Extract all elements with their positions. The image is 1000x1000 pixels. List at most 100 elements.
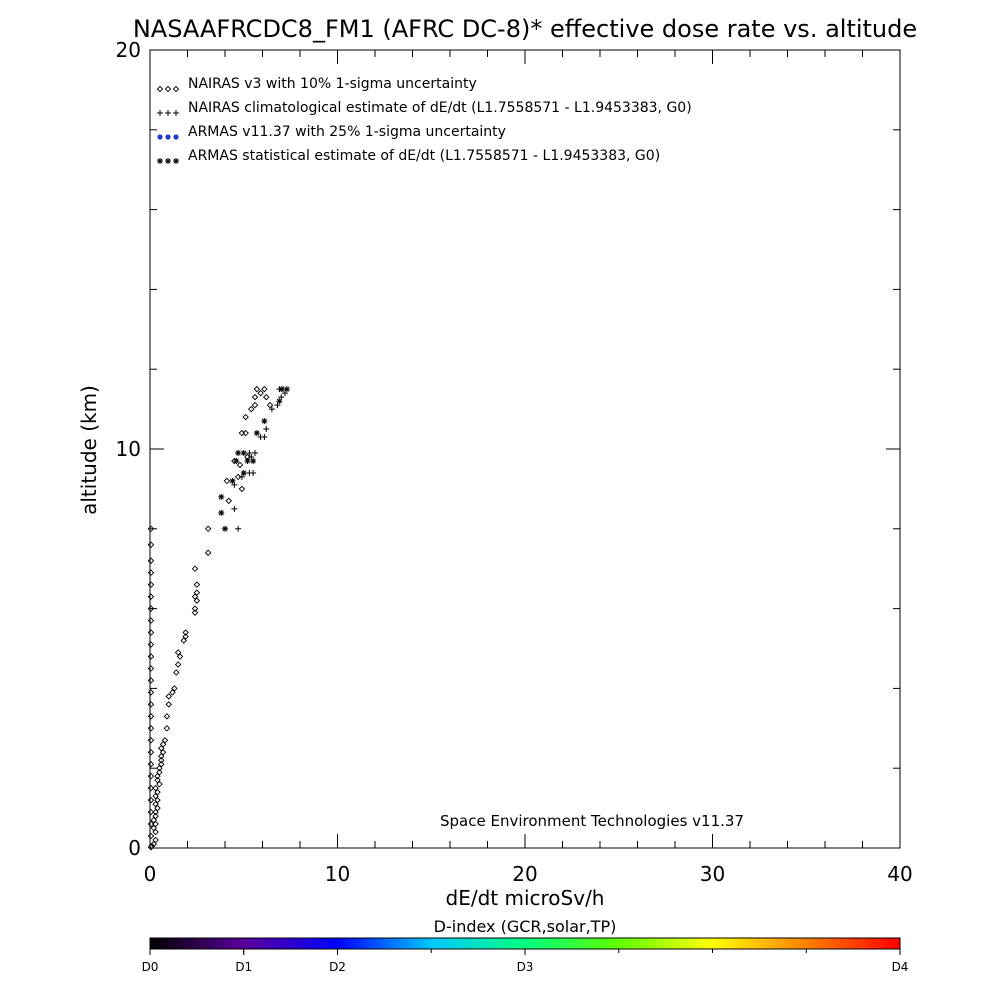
data-point — [147, 713, 155, 720]
data-point — [154, 776, 161, 784]
data-point — [236, 461, 244, 469]
data-point — [152, 792, 159, 800]
data-point — [204, 549, 212, 556]
axis-ticks — [149, 49, 901, 849]
axis-tick-labels: 0 10 20 30 40 0 10 20 — [116, 38, 913, 886]
data-point — [223, 477, 231, 485]
data-point — [261, 418, 268, 425]
data-point — [158, 752, 165, 760]
data-point — [147, 665, 155, 672]
legend-marker — [156, 85, 164, 93]
data-point — [234, 473, 242, 481]
data-point — [156, 764, 163, 772]
data-point — [147, 701, 155, 708]
data-point — [152, 812, 159, 820]
data-point — [161, 737, 169, 744]
data-point — [204, 525, 212, 533]
data-point — [152, 784, 159, 792]
x-tick-label: 10 — [325, 862, 350, 886]
data-point — [147, 796, 155, 804]
data-point — [218, 493, 225, 500]
data-point — [147, 749, 155, 756]
legend-label: NAIRAS v3 with 10% 1-sigma uncertainty — [188, 76, 477, 92]
data-point — [283, 386, 290, 393]
data-point — [147, 772, 155, 780]
data-point — [152, 836, 159, 844]
data-point — [158, 760, 165, 768]
data-point — [248, 405, 255, 413]
data-point — [154, 788, 161, 796]
data-point — [238, 485, 246, 493]
data-point — [154, 804, 161, 812]
data-point — [147, 808, 155, 816]
data-point — [251, 401, 259, 409]
data-point — [147, 581, 155, 588]
data-point — [233, 457, 240, 464]
data-point — [147, 843, 155, 851]
colorbar-tick-label: D3 — [517, 960, 534, 974]
data-point — [266, 401, 274, 409]
data-point — [147, 725, 155, 732]
data-point — [235, 525, 242, 532]
data-point — [147, 760, 155, 768]
legend-marker — [165, 110, 171, 116]
data-point — [242, 413, 249, 421]
data-point — [152, 820, 159, 828]
x-tick-label: 20 — [512, 862, 537, 886]
data-point — [147, 820, 155, 828]
data-point — [235, 449, 242, 456]
annotation: Space Environment Technologies v11.37 — [440, 812, 744, 830]
data-point — [278, 386, 285, 393]
colorbar-ticks: D0 D1 D2 D3 D4 — [142, 949, 909, 974]
data-point — [158, 756, 165, 764]
legend-label: ARMAS v11.37 with 25% 1-sigma uncertaint… — [188, 124, 506, 140]
data-point — [268, 406, 275, 413]
data-point — [147, 784, 155, 792]
data-point — [261, 385, 268, 393]
data-point — [240, 449, 247, 456]
data-point — [163, 725, 171, 732]
data-point — [165, 693, 172, 700]
colorbar-tick-label: D0 — [142, 960, 159, 974]
data-point — [159, 741, 167, 748]
y-axis-label: altitude (km) — [77, 385, 101, 515]
plot-frame — [149, 49, 901, 849]
legend-marker — [157, 110, 163, 116]
data-point — [154, 796, 161, 804]
legend-marker — [157, 134, 163, 140]
data-point — [182, 633, 189, 640]
data-point — [191, 605, 199, 612]
data-point — [225, 497, 232, 505]
data-point — [147, 832, 155, 840]
data-point — [222, 525, 228, 532]
data-point — [158, 745, 165, 752]
data-point — [246, 449, 253, 456]
legend-label: NAIRAS climatological estimate of dE/dt … — [188, 100, 692, 116]
data-point — [147, 525, 155, 533]
data-point — [152, 800, 159, 808]
chart-title: NASAAFRCDC8_FM1 (AFRC DC-8)* effective d… — [133, 15, 917, 43]
data-point — [250, 457, 257, 464]
data-point — [165, 701, 172, 708]
legend-label: ARMAS statistical estimate of dE/dt (L1.… — [188, 148, 660, 164]
legend-marker — [165, 158, 171, 164]
data-point — [147, 629, 155, 636]
data-point — [147, 593, 155, 600]
legend-marker — [165, 134, 171, 140]
data-point — [150, 816, 157, 824]
colorbar — [149, 937, 901, 950]
data-point — [242, 429, 249, 437]
data-point — [152, 808, 159, 816]
data-point — [147, 689, 155, 696]
data-point — [191, 565, 199, 572]
data-point — [173, 669, 180, 676]
data-point — [193, 589, 201, 596]
data-point — [244, 457, 251, 464]
data-point — [150, 840, 157, 848]
data-point — [163, 713, 171, 720]
colorbar-tick-label: D1 — [235, 960, 252, 974]
legend-marker — [173, 110, 179, 116]
colorbar-tick-label: D4 — [892, 960, 909, 974]
